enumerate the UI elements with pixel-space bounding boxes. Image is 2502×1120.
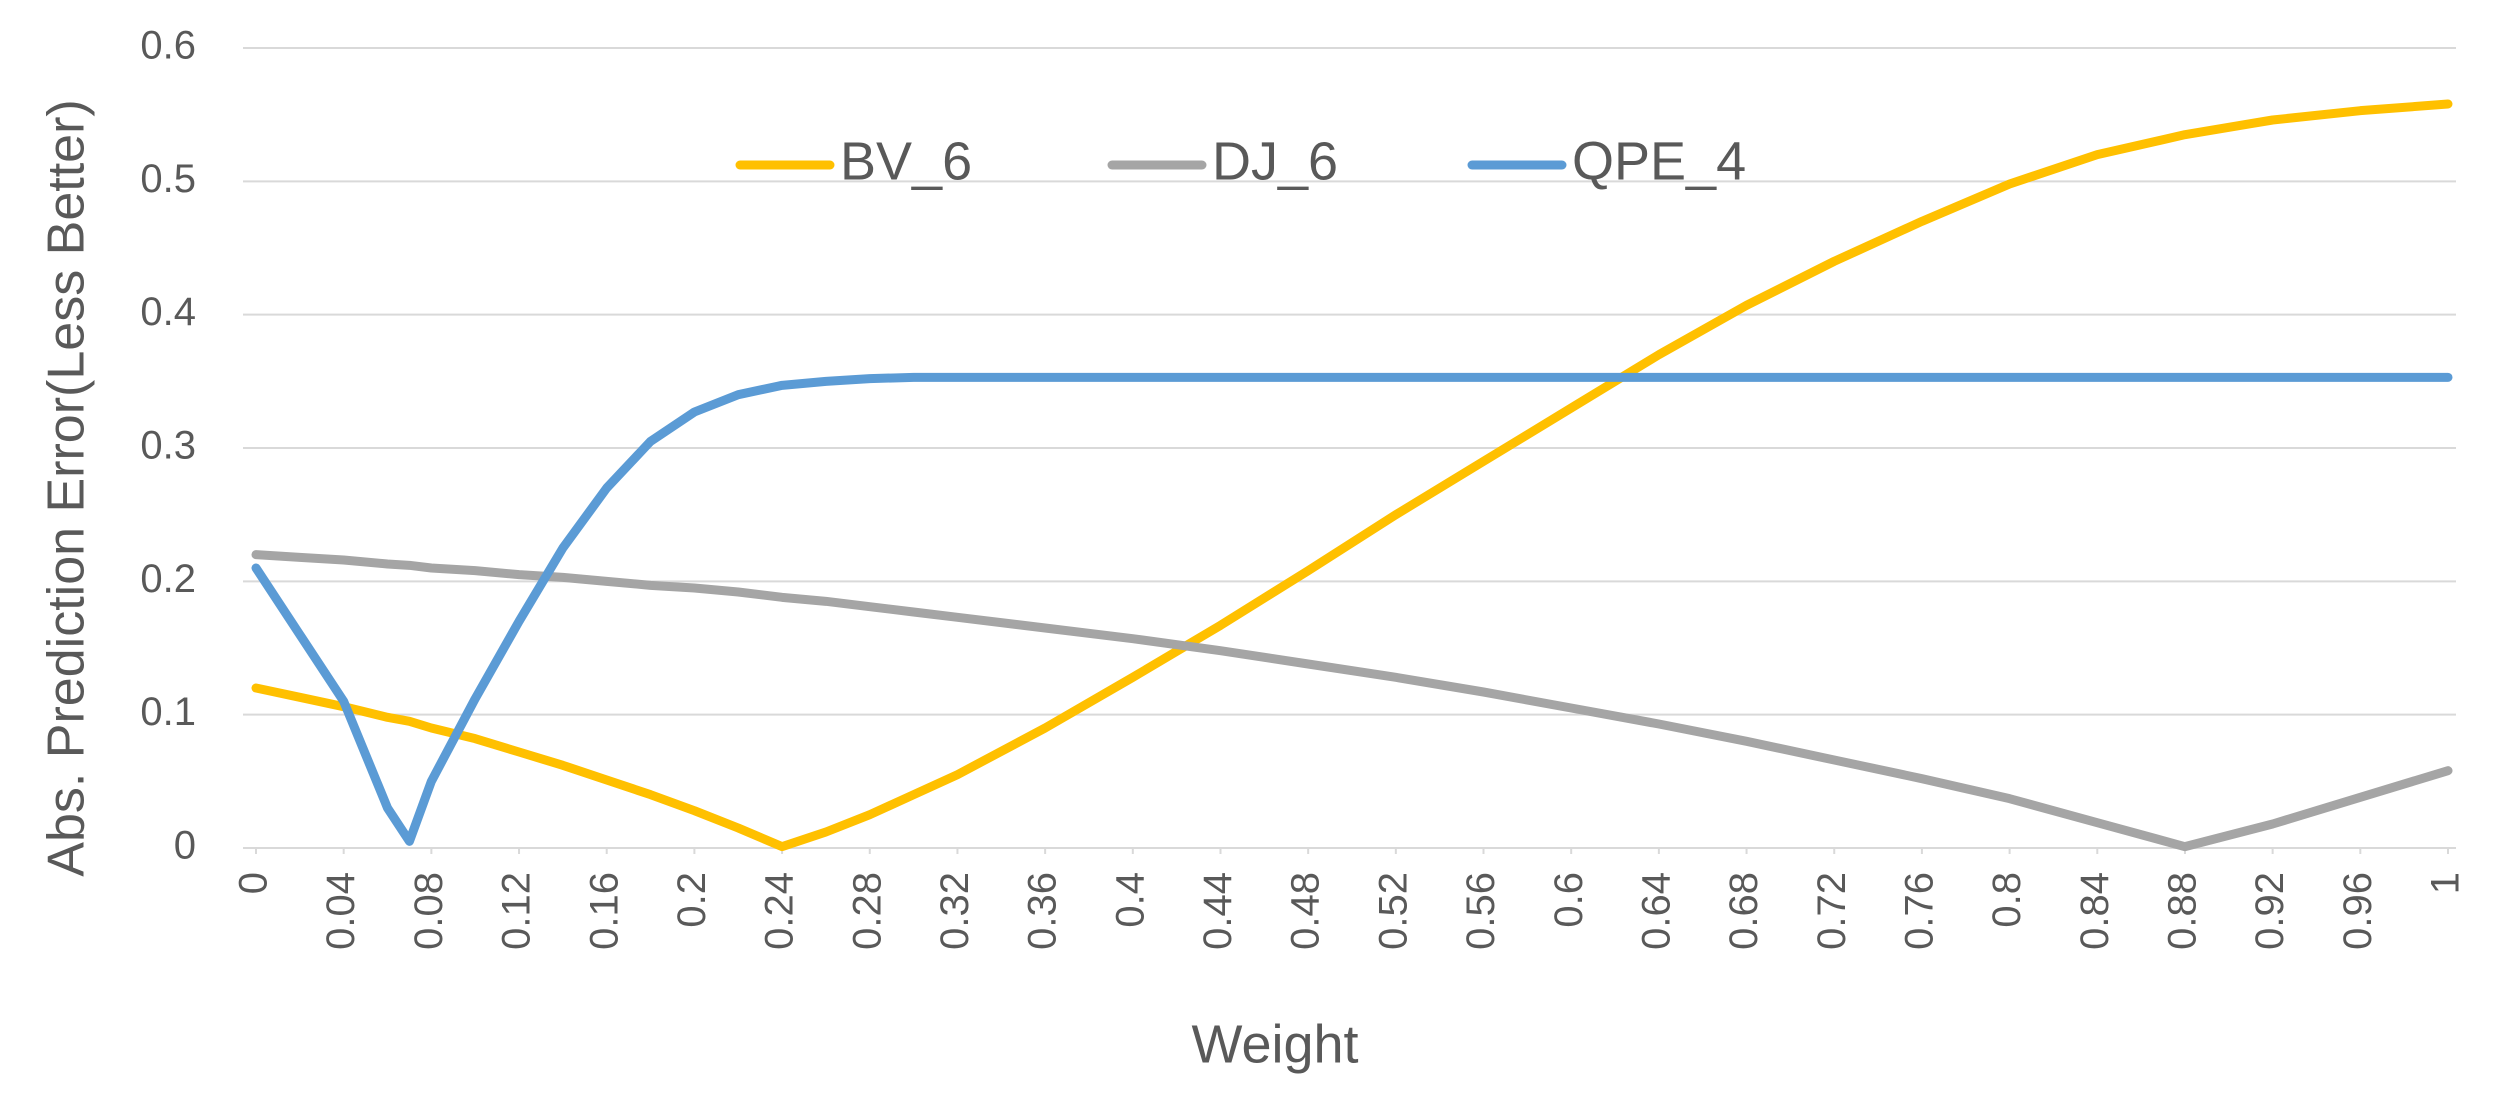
y-tick-label: 0 [174, 824, 196, 868]
x-tick-label: 0.16 [582, 872, 626, 950]
x-tick-label: 0.44 [1196, 872, 1240, 950]
x-axis-title: Weight [1191, 1014, 1358, 1074]
x-tick-label: 0.24 [758, 872, 802, 950]
x-tick-label: 0.32 [933, 872, 977, 950]
x-tick-label: 0.52 [1371, 872, 1415, 950]
series-line [251, 372, 2453, 846]
x-tick-label: 0.92 [2248, 872, 2292, 950]
y-tick-label: 0.5 [140, 157, 196, 201]
legend-label: DJ_6 [1212, 131, 1338, 191]
legend-label: BV_6 [840, 131, 972, 191]
x-tick-label: 0.8 [1985, 872, 2029, 928]
x-tick-label: 0.84 [2073, 872, 2117, 950]
legend-label: QPE_4 [1572, 131, 1746, 191]
x-tick-label: 0.48 [1284, 872, 1328, 950]
x-tick-label: 0.56 [1459, 872, 1503, 950]
x-tick-label: 0.68 [1722, 872, 1766, 950]
y-tick-label: 0.6 [140, 24, 196, 68]
x-tick-label: 0.76 [1897, 872, 1941, 950]
y-tick-label: 0.2 [140, 557, 196, 601]
series-line [251, 550, 2453, 852]
y-axis-title: Abs. Prediction Error(Less Better) [38, 99, 96, 876]
x-tick-label: 0.08 [407, 872, 451, 950]
x-tick-label: 0.96 [2336, 872, 2380, 950]
x-tick-label: 0 [232, 872, 276, 894]
x-tick-label: 0.28 [845, 872, 889, 950]
x-tick-label: 0.88 [2161, 872, 2205, 950]
x-tick-label: 0.6 [1547, 872, 1591, 928]
x-tick-label: 0.4 [1108, 872, 1152, 928]
y-tick-label: 0.1 [140, 690, 196, 734]
x-tick-label: 0.12 [495, 872, 539, 950]
x-tick-label: 0.2 [670, 872, 714, 928]
x-tick-label: 0.72 [1810, 872, 1854, 950]
y-tick-label: 0.4 [140, 290, 196, 334]
x-tick-label: 0.36 [1021, 872, 1065, 950]
y-tick-label: 0.3 [140, 424, 196, 468]
x-tick-label: 1 [2424, 872, 2468, 894]
series-line [251, 99, 2453, 852]
x-tick-label: 0.64 [1634, 872, 1678, 950]
x-tick-label: 0.04 [319, 872, 363, 950]
